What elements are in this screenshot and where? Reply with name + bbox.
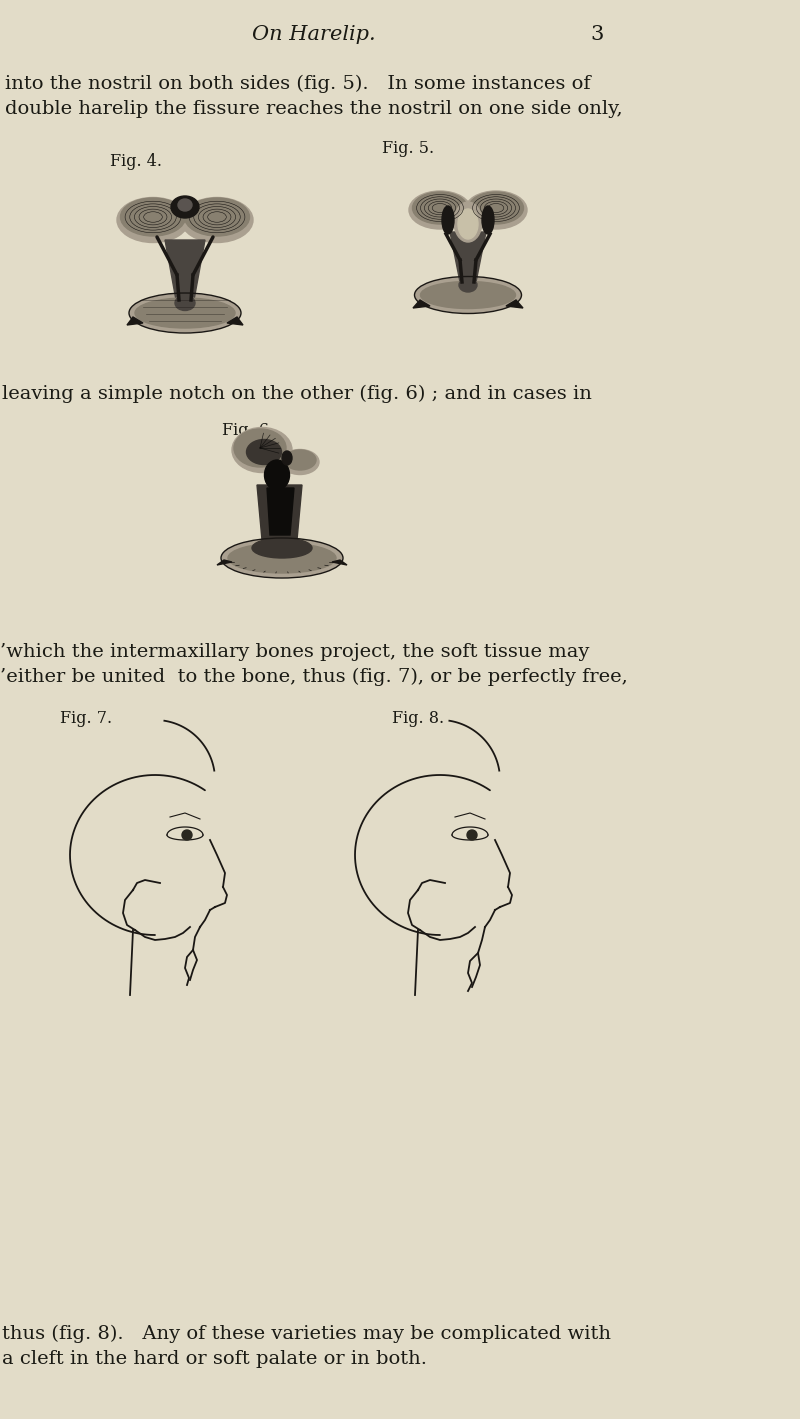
Ellipse shape xyxy=(228,543,336,573)
Ellipse shape xyxy=(409,192,471,228)
Polygon shape xyxy=(217,561,232,565)
Ellipse shape xyxy=(458,209,478,238)
Text: thus (fig. 8).   Any of these varieties may be complicated with: thus (fig. 8). Any of these varieties ma… xyxy=(2,1325,611,1344)
Ellipse shape xyxy=(181,197,253,243)
Text: ’either be united  to the bone, thus (fig. 7), or be perfectly free,: ’either be united to the bone, thus (fig… xyxy=(0,668,628,687)
Polygon shape xyxy=(227,316,243,325)
Ellipse shape xyxy=(284,450,316,470)
Polygon shape xyxy=(506,299,523,308)
Text: Fig. 4.: Fig. 4. xyxy=(110,153,162,170)
Ellipse shape xyxy=(175,295,195,311)
Ellipse shape xyxy=(232,427,292,473)
Ellipse shape xyxy=(234,429,286,467)
Ellipse shape xyxy=(459,278,477,292)
Text: Fig. 5.: Fig. 5. xyxy=(382,140,434,158)
Text: into the nostril on both sides (fig. 5).   In some instances of: into the nostril on both sides (fig. 5).… xyxy=(5,75,590,94)
Ellipse shape xyxy=(182,830,192,840)
Ellipse shape xyxy=(415,278,521,312)
Ellipse shape xyxy=(413,192,467,224)
Text: Fig. 7.: Fig. 7. xyxy=(60,710,112,727)
Text: leaving a simple notch on the other (fig. 6) ; and in cases in: leaving a simple notch on the other (fig… xyxy=(2,385,592,403)
Ellipse shape xyxy=(442,206,454,234)
Text: Fig. 6.: Fig. 6. xyxy=(222,421,274,438)
Text: Fig. 8.: Fig. 8. xyxy=(392,710,444,727)
Ellipse shape xyxy=(281,450,319,474)
Polygon shape xyxy=(332,561,347,565)
Ellipse shape xyxy=(469,192,523,224)
Ellipse shape xyxy=(482,206,494,234)
Polygon shape xyxy=(450,231,486,282)
Ellipse shape xyxy=(178,199,192,211)
Ellipse shape xyxy=(282,451,292,465)
Polygon shape xyxy=(267,488,294,535)
Ellipse shape xyxy=(467,830,477,840)
Ellipse shape xyxy=(265,460,290,490)
Ellipse shape xyxy=(246,440,282,464)
Ellipse shape xyxy=(465,192,527,228)
Text: a cleft in the hard or soft palate or in both.: a cleft in the hard or soft palate or in… xyxy=(2,1349,427,1368)
Ellipse shape xyxy=(171,196,199,219)
Polygon shape xyxy=(165,240,205,299)
Ellipse shape xyxy=(130,294,240,332)
Ellipse shape xyxy=(135,298,235,328)
Ellipse shape xyxy=(185,199,250,236)
Text: ’which the intermaxillary bones project, the soft tissue may: ’which the intermaxillary bones project,… xyxy=(0,643,590,661)
Polygon shape xyxy=(257,485,302,541)
Ellipse shape xyxy=(121,199,186,236)
Text: On Harelip.: On Harelip. xyxy=(252,26,376,44)
Ellipse shape xyxy=(117,197,189,243)
Polygon shape xyxy=(413,299,430,308)
Text: double harelip the fissure reaches the nostril on one side only,: double harelip the fissure reaches the n… xyxy=(5,99,622,118)
Ellipse shape xyxy=(222,539,342,578)
Ellipse shape xyxy=(454,201,482,243)
Text: 3: 3 xyxy=(590,26,603,44)
Polygon shape xyxy=(127,316,143,325)
Ellipse shape xyxy=(252,538,312,558)
Ellipse shape xyxy=(421,281,515,308)
